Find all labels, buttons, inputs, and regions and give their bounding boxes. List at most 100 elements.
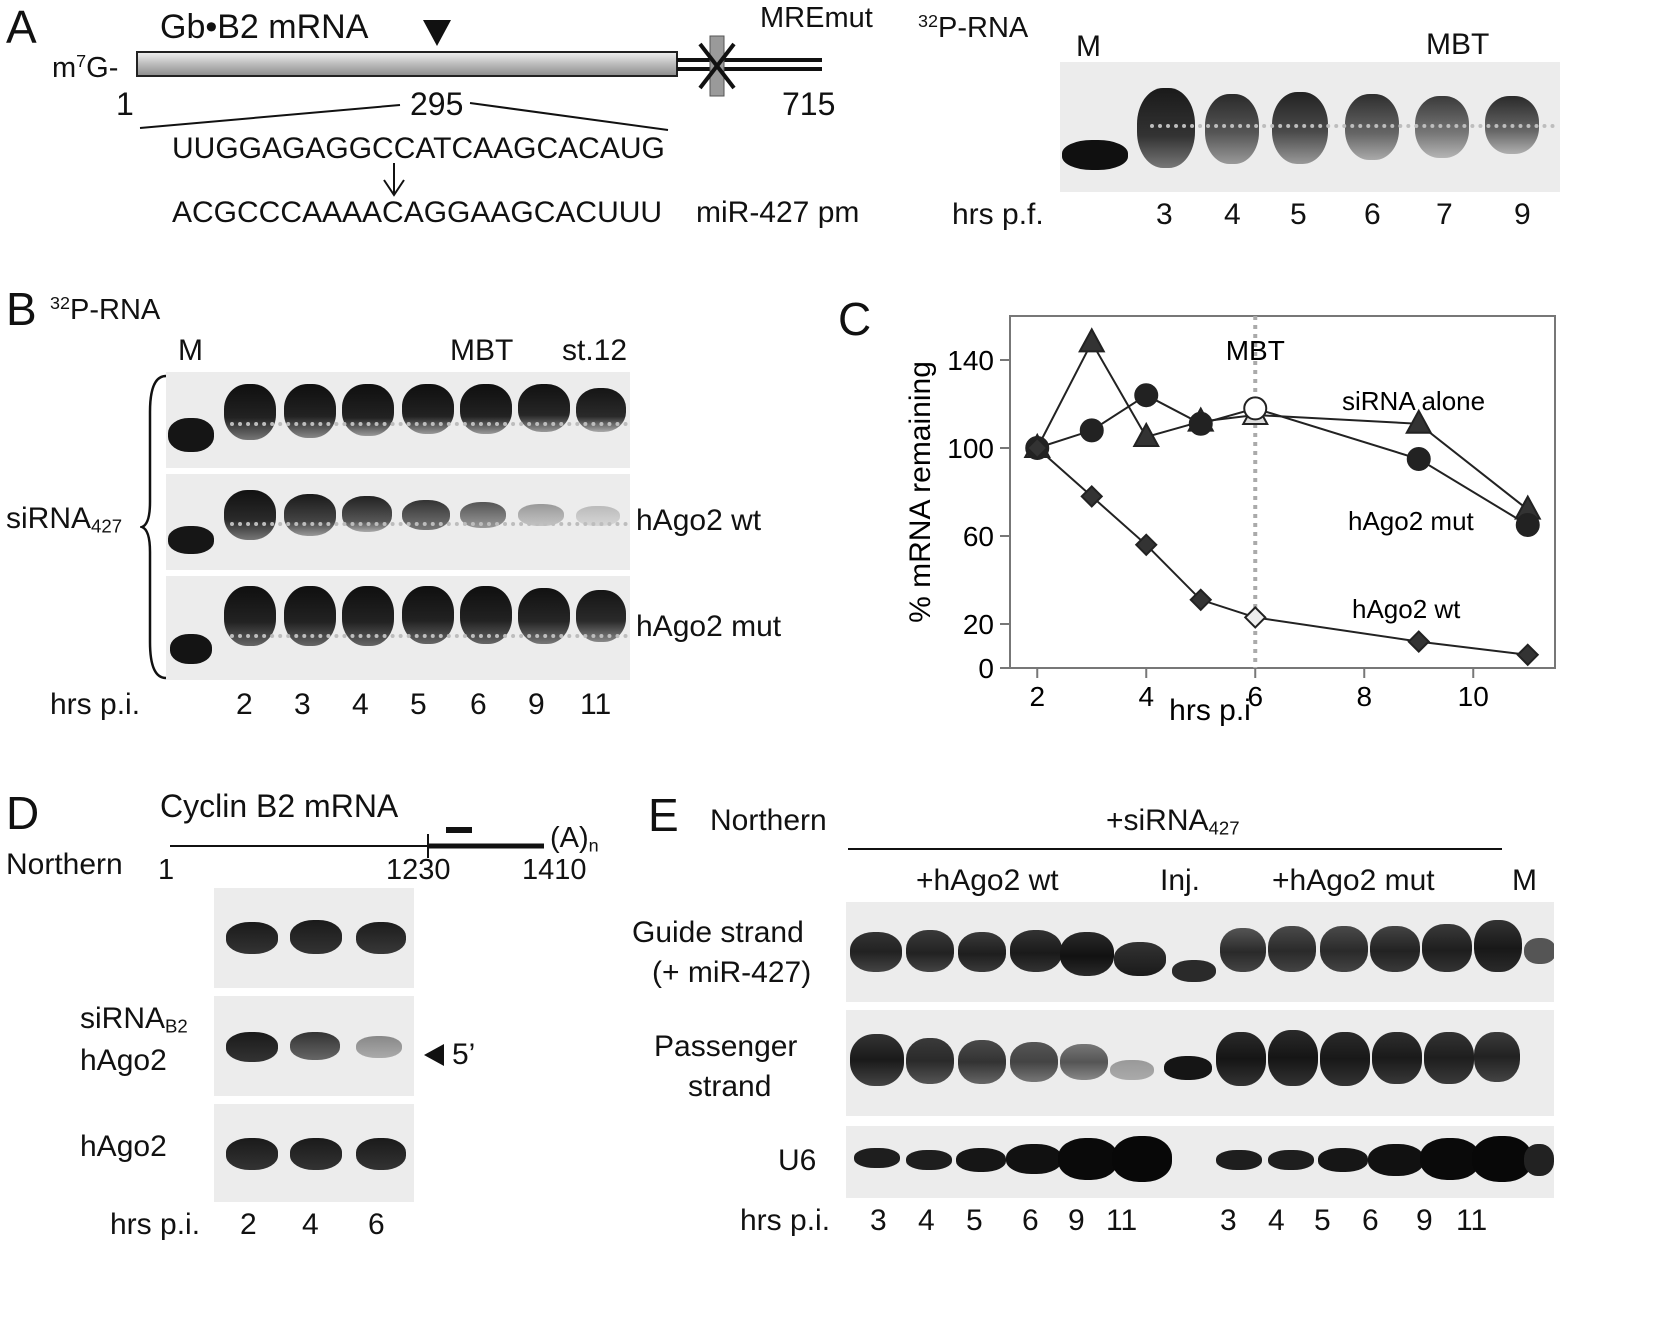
series-label-hAgo2-wt: hAgo2 wt [1352, 594, 1461, 624]
gel-band [1010, 1042, 1058, 1082]
gel-band-marker [1524, 938, 1554, 964]
row-label-hAgo2-b: hAgo2 [80, 1130, 167, 1163]
y-tick-label: 20 [963, 609, 994, 640]
data-point-diamond [1189, 588, 1213, 612]
x-axis-ticks: 2 4 6 8 10 [1029, 668, 1489, 712]
gel-band [1368, 1144, 1424, 1176]
gel-band [518, 504, 564, 526]
gel-band [1320, 1032, 1370, 1086]
cleavage-arrow-head [383, 179, 405, 197]
data-point-diamond [1025, 436, 1049, 460]
row-label-guide-2: (+ miR-427) [652, 956, 812, 989]
group-bracket-line [848, 848, 1502, 850]
row-label-passenger-2: strand [688, 1070, 772, 1103]
data-point-diamond [1243, 605, 1267, 629]
gel-band [226, 1032, 278, 1062]
reference-dotted-line [230, 634, 628, 638]
data-point-triangle [1405, 408, 1433, 434]
lane-label: 4 [918, 1204, 935, 1237]
x-tick-label: 4 [1138, 681, 1154, 712]
data-point-diamond [1134, 533, 1158, 557]
x-tick-label: 6 [1247, 681, 1263, 712]
gel-band [1114, 942, 1166, 976]
lane-label: 7 [1436, 198, 1453, 231]
panel-e-gel-u6 [846, 1126, 1554, 1198]
gel-band [224, 384, 276, 440]
x-tick-label: 8 [1356, 681, 1372, 712]
mirna-sequence: ACGCCCAAAACAGGAAGCACUUU [172, 196, 663, 229]
gel-band [1110, 1060, 1154, 1080]
row-label-siRNA-B2: siRNAB2 [80, 1002, 188, 1037]
series-label-siRNA-alone: siRNA alone [1342, 386, 1485, 416]
gel-band [1370, 926, 1420, 972]
gel-band [906, 1038, 954, 1084]
mre-cross-b [698, 42, 736, 90]
position-end: 715 [782, 86, 836, 122]
lane-label: 4 [1224, 198, 1241, 231]
gel-band [1472, 1136, 1532, 1182]
gel-band-marker [1524, 1144, 1554, 1176]
data-point-diamond [1080, 484, 1104, 508]
lane-label: 6 [1362, 1204, 1379, 1237]
y-tick-label: 0 [978, 653, 994, 684]
lane-label: 9 [528, 688, 545, 721]
gel-band-marker [168, 526, 214, 554]
polyA-label: (A)n [550, 822, 599, 856]
coding-region-bar [136, 51, 678, 77]
gel-band [460, 384, 512, 434]
gel-band [402, 384, 454, 434]
y-tick-label: 140 [947, 345, 994, 376]
lane-label: 6 [1022, 1204, 1039, 1237]
reference-dotted-line [1150, 124, 1555, 128]
gel-band [1010, 930, 1062, 972]
data-point-diamond [1516, 643, 1540, 667]
lane-label: 3 [1220, 1204, 1237, 1237]
panel-a-marker-label: M [1076, 30, 1101, 63]
gel-band [906, 1150, 952, 1170]
siRNA-group-label: siRNA427 [6, 502, 123, 537]
gel-band [1424, 1032, 1474, 1084]
panel-b-gel-hAgo2-wt [166, 474, 630, 570]
panel-c-label: C [838, 293, 872, 345]
panel-a-label: A [6, 1, 37, 53]
gel-band [342, 384, 394, 436]
gel-band [576, 590, 626, 642]
data-point-diamond [1407, 630, 1431, 654]
panel-b-xlabel: hrs p.i. [50, 688, 141, 721]
gel-band [1006, 1144, 1062, 1174]
mre-label: MREmut [760, 2, 873, 34]
gel-band [290, 920, 342, 954]
gel-band [1205, 94, 1259, 164]
gel-band [284, 384, 336, 438]
lane-label: 4 [352, 688, 369, 721]
panel-d-northern-label: Northern [6, 848, 123, 881]
panel-d-xlabel: hrs p.i. [110, 1208, 201, 1241]
gel-band [226, 922, 278, 954]
injected-label: Inj. [1160, 864, 1201, 897]
panel-b-stage-label: st.12 [562, 334, 628, 367]
siRNA-427-group-label: +siRNA427 [1106, 804, 1240, 839]
target-sequence: UUGGAGAGGCCATCAAGCACAUG [172, 132, 665, 165]
gel-band [1474, 1032, 1520, 1082]
cyclin-mrna-title: Cyclin B2 mRNA [160, 788, 399, 824]
gel-band [1474, 920, 1522, 972]
gel-band [1372, 1032, 1422, 1084]
lane-label: 5 [1290, 198, 1307, 231]
mut-group-label: +hAgo2 mut [1272, 864, 1435, 897]
panel-a-mbt-label: MBT [1426, 28, 1490, 61]
gel-band [850, 1034, 904, 1086]
panel-b-gel-siRNA-alone [166, 372, 630, 468]
lane-label: 5 [410, 688, 427, 721]
data-point-circle [1406, 447, 1431, 471]
y-tick-label: 100 [947, 433, 994, 464]
position-site: 295 [410, 86, 464, 122]
gel-band [1272, 92, 1328, 164]
panel-d-label: D [6, 787, 40, 839]
row-label-hAgo2-mut: hAgo2 mut [636, 610, 782, 643]
gel-band [1268, 926, 1316, 972]
lane-label: 2 [236, 688, 253, 721]
data-point-circle [1188, 411, 1213, 436]
five-prime-label: 5’ [452, 1038, 476, 1071]
gel-band [850, 932, 902, 972]
lane-label: 4 [1268, 1204, 1285, 1237]
